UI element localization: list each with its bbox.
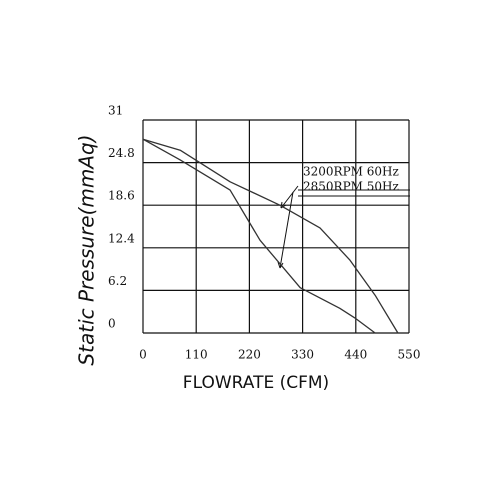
annotation-lines [277,185,410,269]
x-tick-label: 110 [185,348,208,362]
x-tick-label: 330 [291,348,314,362]
y-tick-label: 0 [108,317,116,331]
legend-label: 2850RPM 50Hz [303,180,399,194]
y-tick-label: 6.2 [108,274,127,288]
y-axis-label: Static Pressure(mmAq) [75,134,99,365]
x-tick-label: 550 [398,348,421,362]
y-tick-label: 31 [108,104,123,118]
x-axis-label: FLOWRATE (CFM) [183,373,329,393]
legend-label: 3200RPM 60Hz [303,165,399,179]
y-tick-label: 18.6 [108,189,135,203]
x-tick-label: 0 [139,348,147,362]
pointer [280,185,299,209]
y-tick-label: 24.8 [108,146,135,160]
series-line [142,138,399,334]
y-tick-label: 12.4 [108,231,135,245]
x-tick-label: 440 [344,348,367,362]
series-line [142,138,376,334]
x-tick-label: 220 [238,348,261,362]
